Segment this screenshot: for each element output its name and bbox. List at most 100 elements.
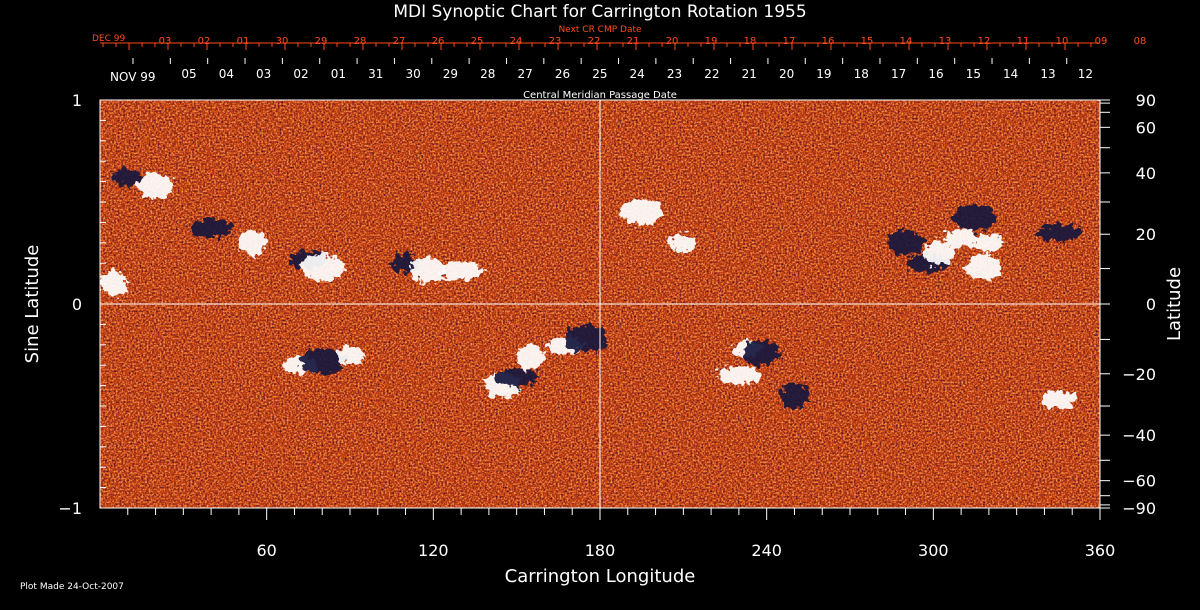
right-y-tick-label: −40 <box>1122 426 1156 445</box>
active-region-positive <box>924 240 953 266</box>
x-axis-ticks: 60 120 180 240 300 360 <box>127 508 1115 560</box>
active-region-negative <box>743 339 780 366</box>
middle-axis-dates: 05 04 03 02 01 31 30 29 28 27 26 25 24 23 22 21 20 19 18 17… <box>132 58 1093 81</box>
right-y-tick-label: 20 <box>1136 225 1156 244</box>
left-y-axis-label: Sine Latitude <box>22 245 43 364</box>
middle-axis-date: 15 <box>966 67 981 81</box>
active-region-positive <box>669 233 698 252</box>
middle-axis-date: 30 <box>405 67 420 81</box>
top-axis-date: 13 <box>939 36 952 47</box>
top-axis-date: 25 <box>471 36 484 47</box>
active-region-negative <box>189 219 234 238</box>
middle-axis-date: 14 <box>1003 67 1018 81</box>
middle-axis-date: 25 <box>592 67 607 81</box>
active-region-positive <box>965 254 1002 281</box>
active-region-positive <box>409 256 446 283</box>
active-region-positive <box>716 366 761 385</box>
top-axis-date: 29 <box>315 36 328 47</box>
top-axis-date: 19 <box>705 36 718 47</box>
right-y-tick-label: 0 <box>1146 295 1156 314</box>
top-axis-date: 20 <box>666 36 679 47</box>
active-region-positive <box>943 229 980 248</box>
top-axis-date: 10 <box>1056 36 1069 47</box>
top-axis-date: 01 <box>237 36 250 47</box>
top-axis-date: 17 <box>783 36 796 47</box>
middle-axis-date: 22 <box>704 67 719 81</box>
right-y-axis-label: Latitude <box>1164 267 1185 341</box>
left-y-axis-ticks: 1 0 −1 <box>58 91 112 518</box>
plot-made-note: Plot Made 24-Oct-2007 <box>20 582 124 592</box>
top-axis-date: 09 <box>1095 36 1108 47</box>
right-y-tick-label: −90 <box>1122 499 1156 518</box>
top-axis-date: 28 <box>354 36 367 47</box>
active-region-positive <box>137 172 174 199</box>
top-axis-date: 03 <box>159 36 172 47</box>
right-y-tick-label: −60 <box>1122 472 1156 491</box>
middle-axis-date: 13 <box>1040 67 1055 81</box>
top-axis-date: 02 <box>198 36 211 47</box>
middle-axis-date: 17 <box>891 67 906 81</box>
active-region-positive <box>238 229 267 256</box>
middle-axis-month-label: NOV 99 <box>110 70 156 84</box>
x-tick-label: 180 <box>585 541 616 560</box>
left-y-tick-label: 1 <box>72 91 82 110</box>
active-region-negative <box>300 348 345 375</box>
middle-axis-date: 27 <box>518 67 533 81</box>
active-region-positive <box>1040 390 1077 409</box>
middle-axis-date: 26 <box>555 67 570 81</box>
middle-axis-date: 24 <box>630 67 645 81</box>
active-region-negative <box>780 382 809 409</box>
middle-axis-date: 21 <box>742 67 757 81</box>
chart-title: MDI Synoptic Chart for Carrington Rotati… <box>393 2 806 22</box>
active-region-positive <box>516 344 545 371</box>
active-region-positive <box>300 254 345 281</box>
top-axis-date: 15 <box>861 36 874 47</box>
x-tick-label: 120 <box>418 541 449 560</box>
active-region-positive <box>619 199 664 226</box>
right-y-tick-label: 60 <box>1136 118 1156 137</box>
active-regions <box>100 168 1081 409</box>
middle-axis-date: 31 <box>368 67 383 81</box>
right-y-axis-ticks: 90 60 40 20 0 −20 −40 −60 −90 <box>1100 91 1156 518</box>
right-y-tick-label: 40 <box>1136 164 1156 183</box>
top-axis-date: 12 <box>978 36 991 47</box>
active-region-negative <box>113 168 142 187</box>
active-region-positive <box>336 346 364 364</box>
active-region-negative <box>564 325 609 352</box>
active-region-positive <box>100 270 128 297</box>
x-axis-label: Carrington Longitude <box>505 566 696 587</box>
top-axis-date: 11 <box>1017 36 1030 47</box>
left-y-tick-label: 0 <box>72 295 82 314</box>
middle-axis-date: 04 <box>219 67 234 81</box>
left-y-tick-label: −1 <box>58 499 82 518</box>
x-tick-label: 240 <box>751 541 782 560</box>
top-axis-date: 14 <box>900 36 913 47</box>
middle-axis-title: Central Meridian Passage Date <box>523 90 677 101</box>
active-region-positive <box>974 233 1003 252</box>
active-region-negative <box>494 368 539 387</box>
middle-axis-date: 29 <box>443 67 458 81</box>
middle-axis-date: 23 <box>667 67 682 81</box>
top-axis-date: 08 <box>1134 36 1147 47</box>
middle-axis-date: 03 <box>256 67 271 81</box>
middle-axis-date: 19 <box>816 67 831 81</box>
middle-axis-date: 05 <box>181 67 196 81</box>
top-axis-month-label: DEC 99 <box>92 34 125 44</box>
top-axis-dates: 03 02 01 30 29 28 27 26 25 24 23 22 21 20 19 18 17 16 15 14… <box>102 36 1147 50</box>
active-region-negative <box>887 229 924 256</box>
middle-axis-date: 20 <box>779 67 794 81</box>
middle-axis-date: 28 <box>480 67 495 81</box>
middle-axis-date: 12 <box>1078 67 1093 81</box>
x-tick-label: 300 <box>918 541 949 560</box>
top-axis-date: 23 <box>549 36 562 47</box>
top-axis-date: 26 <box>432 36 445 47</box>
active-region-positive <box>439 262 484 281</box>
top-axis-date: 18 <box>744 36 757 47</box>
top-axis-date: 21 <box>627 36 640 47</box>
top-axis-title: Next CR CMP Date <box>558 25 642 35</box>
x-tick-label: 60 <box>256 541 276 560</box>
active-region-negative <box>953 205 997 232</box>
right-y-tick-label: −20 <box>1122 365 1156 384</box>
middle-axis-date: 16 <box>928 67 943 81</box>
